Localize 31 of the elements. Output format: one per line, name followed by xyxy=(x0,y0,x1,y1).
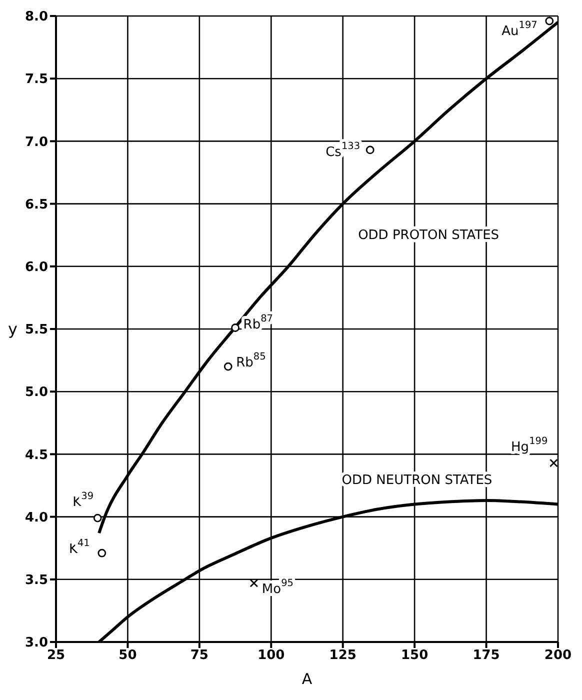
y-tick-label: 5.0 xyxy=(24,385,48,400)
x-tick-label: 125 xyxy=(329,648,356,664)
series-label: Au$^{197}$ xyxy=(502,20,538,39)
y-tick-label: 7.5 xyxy=(24,72,48,88)
y-tick-label: 7.0 xyxy=(24,134,48,150)
point xyxy=(231,324,240,332)
series-label: Hg$^{199}$ xyxy=(511,436,548,455)
y-tick-label: 3.0 xyxy=(24,636,48,651)
point xyxy=(366,146,374,154)
point xyxy=(545,16,554,26)
x-tick-label: 100 xyxy=(258,648,285,664)
x-tick-label: 25 xyxy=(46,648,66,664)
x-tick-label: 200 xyxy=(544,648,572,664)
x-tick-label: 150 xyxy=(401,648,428,664)
x-tick-label: 50 xyxy=(118,648,137,664)
y-tick-label: 8.0 xyxy=(24,10,48,25)
x-axis-title: A xyxy=(302,670,313,688)
y-tick-label: 6.0 xyxy=(24,260,48,276)
point xyxy=(224,362,232,371)
y-tick-label: 4.5 xyxy=(24,448,48,463)
x-tick-label: 75 xyxy=(190,648,208,664)
y-axis-title: y xyxy=(8,320,18,339)
y-tick-label: 3.5 xyxy=(24,573,48,588)
x-tick-label: 175 xyxy=(472,648,500,664)
y-tick-label: 6.5 xyxy=(24,197,48,212)
point xyxy=(549,458,558,468)
series-label: Rb$^{85}$ xyxy=(236,352,266,370)
y-tick-label: 4.0 xyxy=(24,510,48,526)
y-tick-label: 5.5 xyxy=(24,322,48,338)
point xyxy=(93,514,102,522)
point xyxy=(98,548,106,558)
